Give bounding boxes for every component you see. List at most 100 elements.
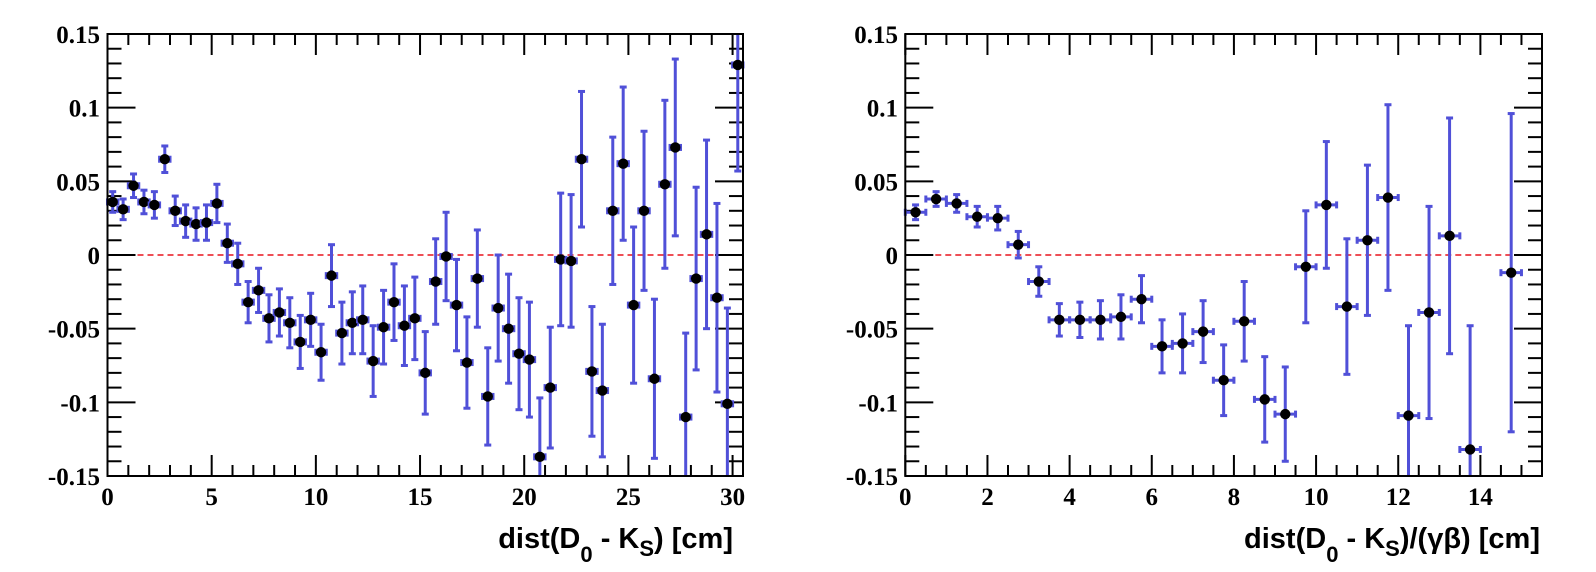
data-marker: [1054, 314, 1065, 326]
data-point: [637, 129, 651, 292]
data-marker: [971, 211, 983, 222]
x-tick-label: 0: [899, 484, 912, 511]
data-point: [324, 243, 339, 309]
data-marker: [1013, 239, 1024, 250]
data-marker: [263, 313, 275, 324]
data-marker: [513, 348, 525, 359]
data-point: [1068, 300, 1092, 340]
data-marker: [170, 205, 181, 216]
x-tick-label: 15: [408, 484, 433, 511]
data-point: [1150, 318, 1174, 375]
x-tick-label: 5: [205, 484, 218, 511]
data-marker: [451, 299, 462, 311]
data-marker: [1033, 276, 1045, 287]
data-point: [481, 346, 495, 447]
data-point: [376, 288, 391, 366]
data-marker: [670, 142, 681, 153]
data-point: [965, 204, 989, 229]
data-point: [1047, 302, 1072, 338]
data-marker: [347, 317, 358, 328]
data-marker: [628, 299, 639, 311]
data-marker: [201, 217, 212, 228]
y-tick-label: 0: [886, 243, 899, 270]
data-marker: [222, 238, 233, 249]
data-point: [1417, 204, 1441, 421]
data-point: [501, 272, 516, 385]
data-marker: [315, 347, 327, 358]
data-point: [418, 330, 432, 416]
data-marker: [701, 229, 712, 240]
data-point: [387, 262, 401, 342]
data-marker: [1115, 311, 1127, 323]
data-point: [397, 284, 412, 367]
data-point: [126, 172, 141, 200]
data-point: [720, 306, 735, 476]
data-point: [1396, 324, 1421, 476]
y-tick-label: 0: [88, 243, 101, 270]
data-point: [1109, 293, 1133, 341]
data-point: [116, 197, 130, 222]
data-marker: [680, 411, 691, 423]
data-point: [1252, 355, 1277, 444]
data-marker: [367, 355, 379, 367]
x-tick-label: 6: [1146, 484, 1159, 511]
data-marker: [690, 273, 702, 284]
x-tick-label: 14: [1468, 484, 1494, 511]
x-tick-label: 2: [981, 484, 994, 511]
data-marker: [253, 285, 264, 296]
data-marker: [711, 292, 723, 303]
y-tick-label: 0.05: [56, 169, 100, 196]
data-point: [251, 266, 266, 314]
data-marker: [1074, 314, 1086, 326]
data-marker: [128, 180, 139, 191]
data-marker: [638, 205, 650, 216]
data-point: [553, 191, 568, 328]
data-marker: [190, 218, 202, 230]
data-point: [616, 85, 630, 242]
data-point: [1232, 280, 1256, 363]
data-marker: [420, 367, 431, 379]
data-point: [408, 275, 422, 362]
data-point: [220, 222, 235, 264]
data-marker: [1259, 394, 1270, 405]
data-point: [1437, 116, 1462, 356]
data-marker: [138, 196, 150, 208]
data-point: [106, 190, 120, 214]
x-axis: 0 5 10 15 20 25 30: [101, 34, 745, 511]
data-marker: [399, 320, 410, 331]
data-point: [460, 315, 474, 410]
data-marker: [482, 391, 493, 402]
data-point: [231, 241, 245, 286]
data-marker: [430, 276, 441, 287]
data-marker: [524, 354, 535, 365]
data-marker: [951, 198, 962, 209]
data-marker: [326, 270, 337, 281]
x-tick-label: 10: [1304, 484, 1329, 511]
data-marker: [659, 179, 671, 190]
data-marker: [565, 255, 577, 267]
data-marker: [492, 302, 504, 314]
data-point: [1088, 299, 1113, 341]
data-marker: [649, 373, 660, 384]
data-point: [1314, 140, 1339, 270]
data-point: [731, 34, 745, 173]
data-point: [449, 257, 464, 353]
data-point: [366, 324, 380, 398]
data-point: [262, 293, 276, 344]
x-tick-label: 30: [720, 484, 745, 511]
data-marker: [305, 314, 316, 326]
data-marker: [1403, 410, 1414, 421]
data-marker: [409, 313, 421, 324]
data-point: [689, 185, 703, 372]
data-marker: [274, 307, 285, 318]
y-tick-label: 0.1: [867, 96, 898, 123]
data-marker: [180, 215, 191, 227]
y-axis: 0.15 0.1 0.05 0 -0.05 -0.1 -0.15: [846, 22, 1542, 491]
data-point: [345, 290, 360, 356]
data-point: [178, 203, 193, 239]
y-axis: 0.15 0.1 0.05 0 -0.05 -0.1 -0.15: [48, 22, 743, 491]
data-point: [1355, 163, 1380, 317]
data-marker: [336, 327, 348, 339]
data-marker: [555, 254, 566, 265]
